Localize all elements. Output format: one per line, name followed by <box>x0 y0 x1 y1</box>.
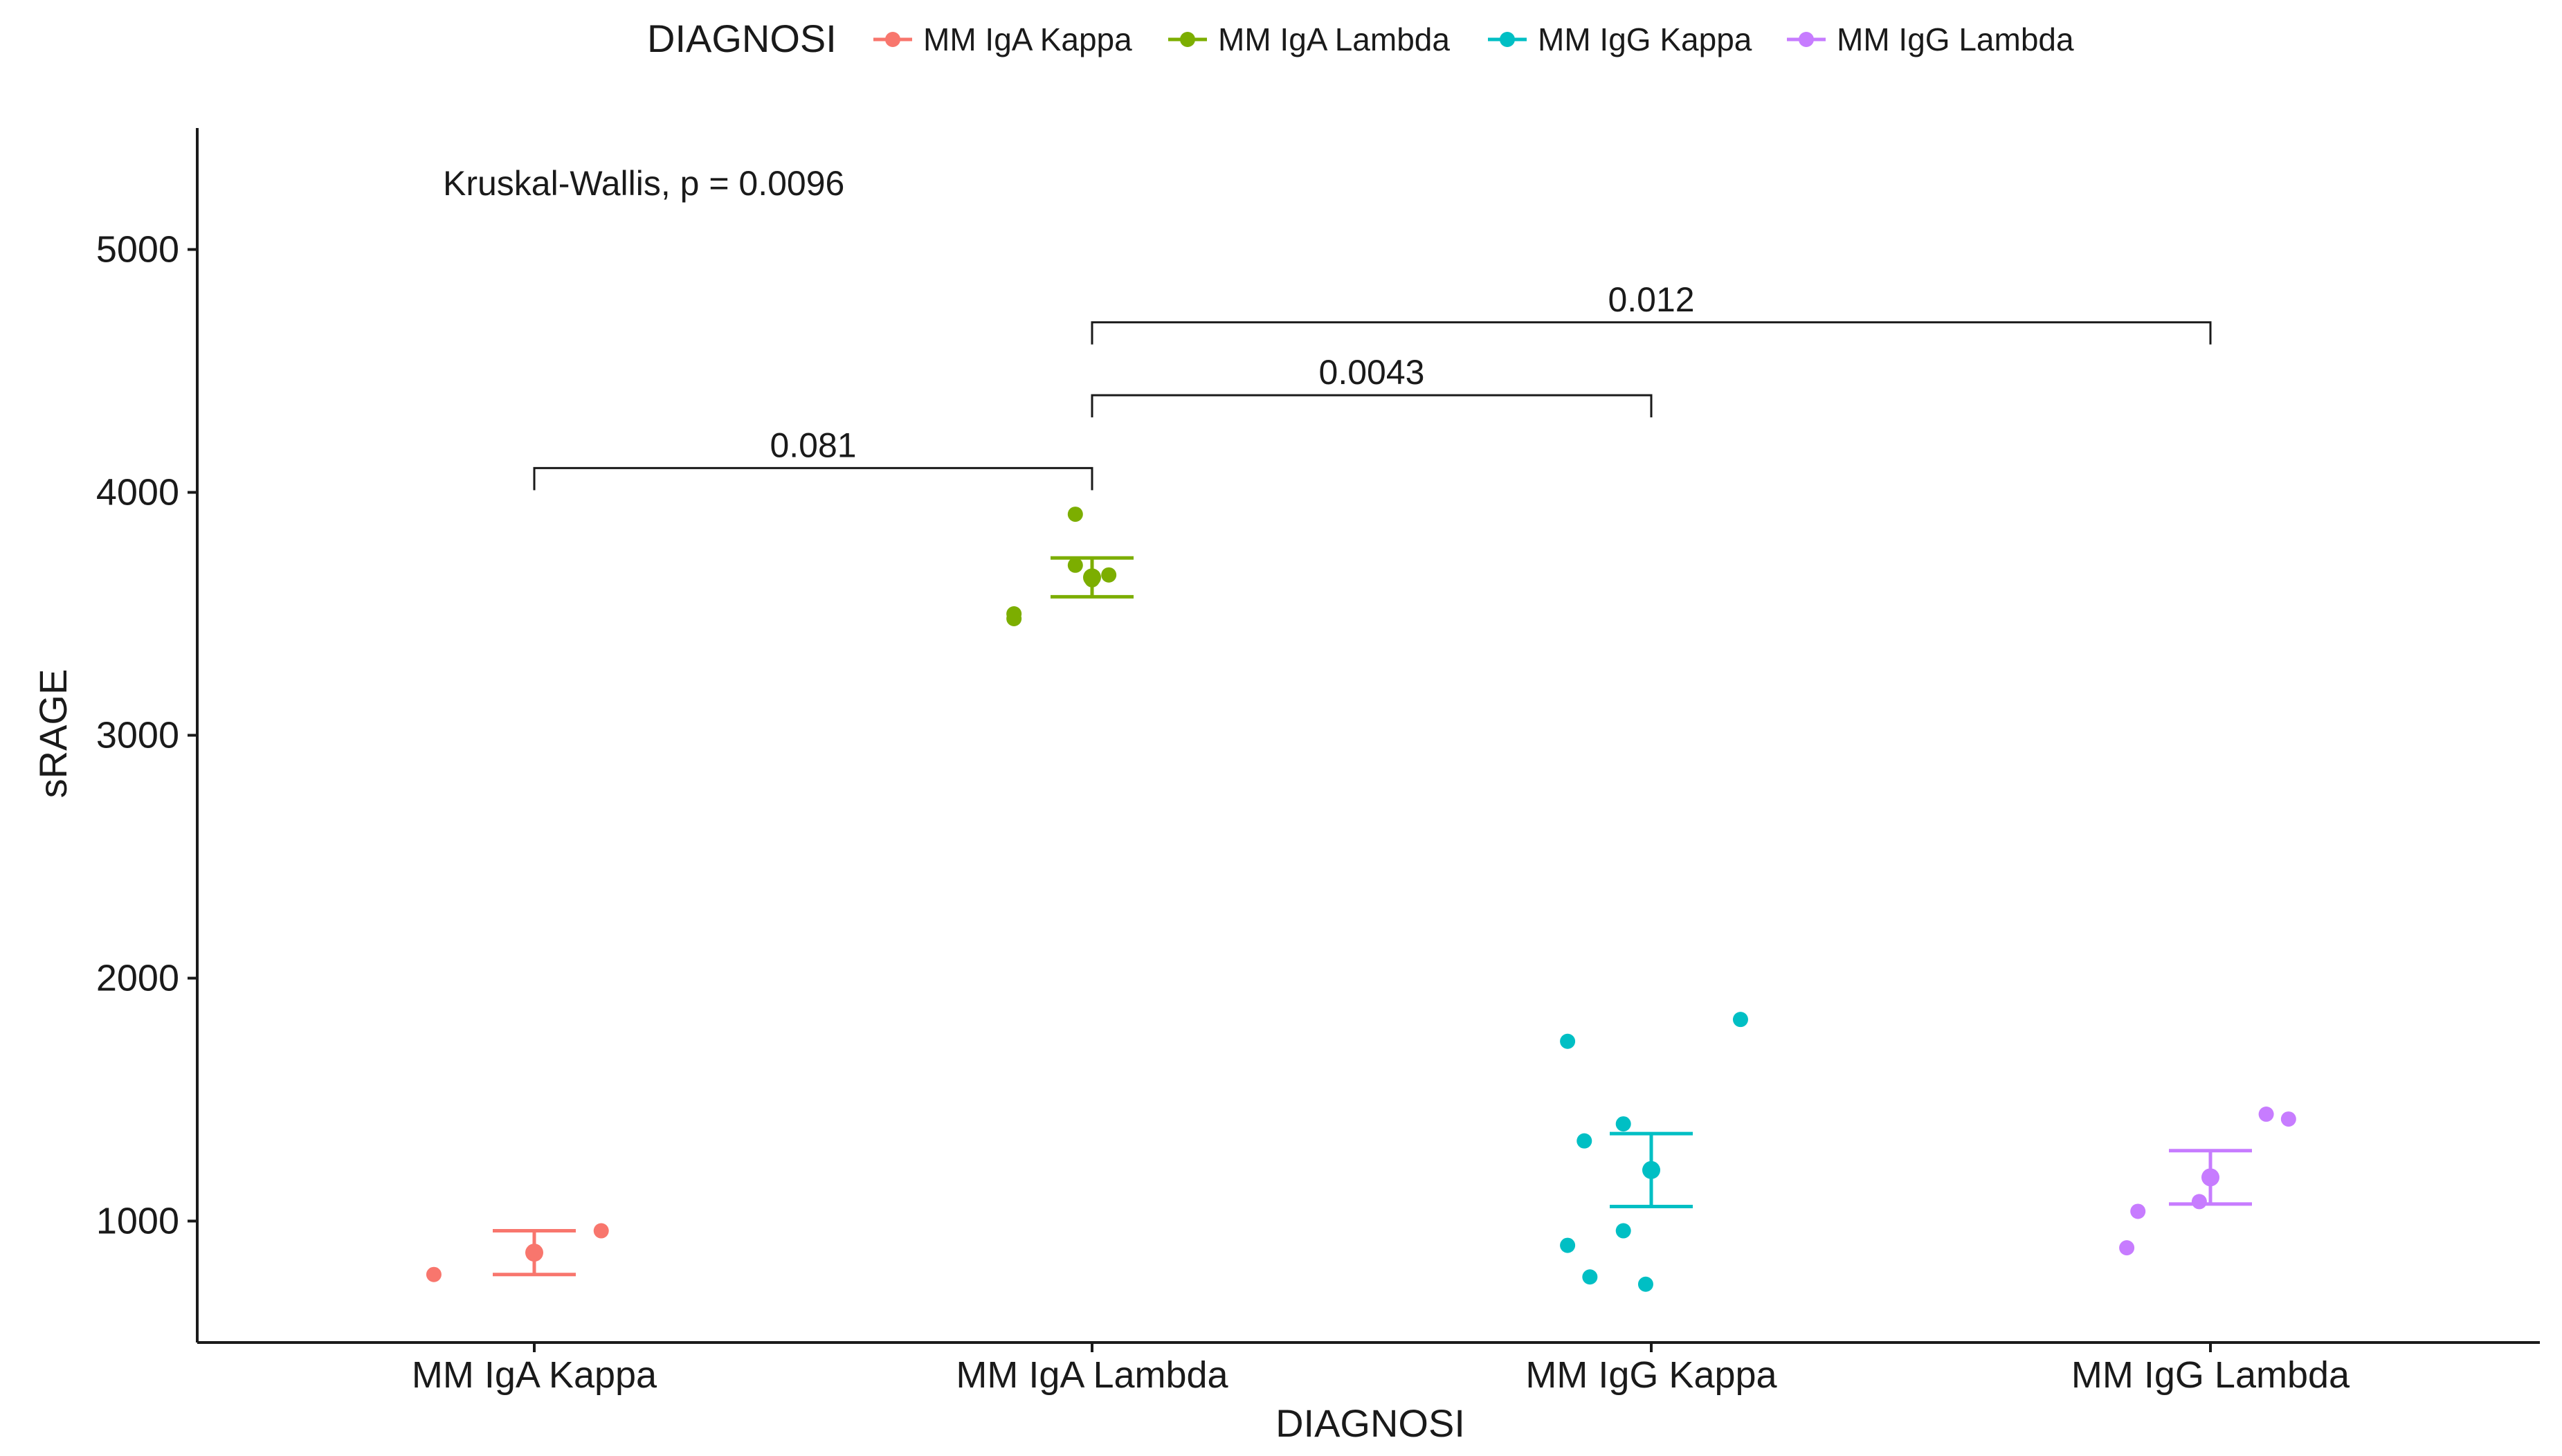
data-point <box>2280 1111 2296 1127</box>
data-point <box>1560 1033 1576 1049</box>
data-point <box>426 1266 442 1282</box>
axes: 1000 2000 3000 4000 5000 MM IgA Kappa MM IgA L… <box>96 128 2540 1396</box>
legend-entry-label: MM IgG Kappa <box>1538 21 1752 57</box>
comparison-bracket <box>533 466 1093 491</box>
legend-key-point <box>1180 32 1195 47</box>
y-tick-label: 3000 <box>96 715 179 756</box>
series-mm-iga-kappa <box>426 1223 609 1282</box>
data-point <box>1582 1269 1598 1285</box>
comparison-p-value: 0.012 <box>1608 280 1694 319</box>
kruskal-wallis-annotation: Kruskal-Wallis, p = 0.0096 <box>443 164 844 203</box>
legend-key-point <box>885 32 900 47</box>
series-mm-igg-kappa <box>1560 1012 1748 1292</box>
data-point <box>2191 1194 2207 1210</box>
data-point <box>1067 507 1083 522</box>
y-tick-label: 1000 <box>96 1201 179 1242</box>
data-point <box>1637 1276 1653 1292</box>
comparison-p-value: 0.0043 <box>1319 353 1425 392</box>
x-tick-label: MM IgG Lambda <box>2071 1354 2350 1396</box>
data-point <box>1732 1012 1748 1028</box>
mean-point <box>2201 1168 2219 1187</box>
y-tick-label: 2000 <box>96 958 179 999</box>
comparison-brackets: 0.081 0.0043 0.012 <box>533 280 2212 491</box>
legend-title: DIAGNOSI <box>647 17 837 60</box>
comparison-bracket <box>1091 394 1653 418</box>
y-tick-label: 4000 <box>96 472 179 513</box>
legend-entry-label: MM IgA Kappa <box>923 21 1132 57</box>
y-tick-label: 5000 <box>96 229 179 271</box>
data-point <box>2119 1240 2135 1256</box>
data-point <box>1067 557 1083 573</box>
data-point <box>2130 1203 2146 1219</box>
x-axis-title: DIAGNOSI <box>1275 1401 1465 1445</box>
data-point <box>1577 1133 1592 1149</box>
data-point <box>1084 572 1100 588</box>
legend-entry-label: MM IgG Lambda <box>1837 21 2074 57</box>
x-tick-label: MM IgA Kappa <box>412 1354 657 1396</box>
plot-area <box>426 507 2296 1292</box>
legend-entry-label: MM IgA Lambda <box>1218 21 1450 57</box>
mean-point <box>1642 1161 1660 1179</box>
legend: DIAGNOSI MM IgA Kappa MM IgA Lambda MM IgG… <box>647 17 2074 60</box>
comparison-p-value: 0.081 <box>770 426 856 464</box>
y-axis-title: sRAGE <box>31 669 75 799</box>
legend-key-point <box>1799 32 1814 47</box>
data-point <box>1101 567 1117 583</box>
legend-key-point <box>1500 32 1515 47</box>
data-point <box>593 1223 609 1239</box>
x-tick-label: MM IgG Kappa <box>1525 1354 1777 1396</box>
series-mm-iga-lambda <box>1006 507 1134 627</box>
comparison-bracket <box>1091 321 2212 345</box>
data-point <box>2258 1107 2274 1122</box>
data-point <box>1615 1116 1631 1132</box>
series-mm-igg-lambda <box>2119 1107 2296 1256</box>
data-point <box>1560 1237 1576 1253</box>
data-point <box>1615 1223 1631 1239</box>
data-point <box>1006 606 1022 621</box>
mean-point <box>525 1244 543 1262</box>
x-tick-label: MM IgA Lambda <box>956 1354 1228 1396</box>
